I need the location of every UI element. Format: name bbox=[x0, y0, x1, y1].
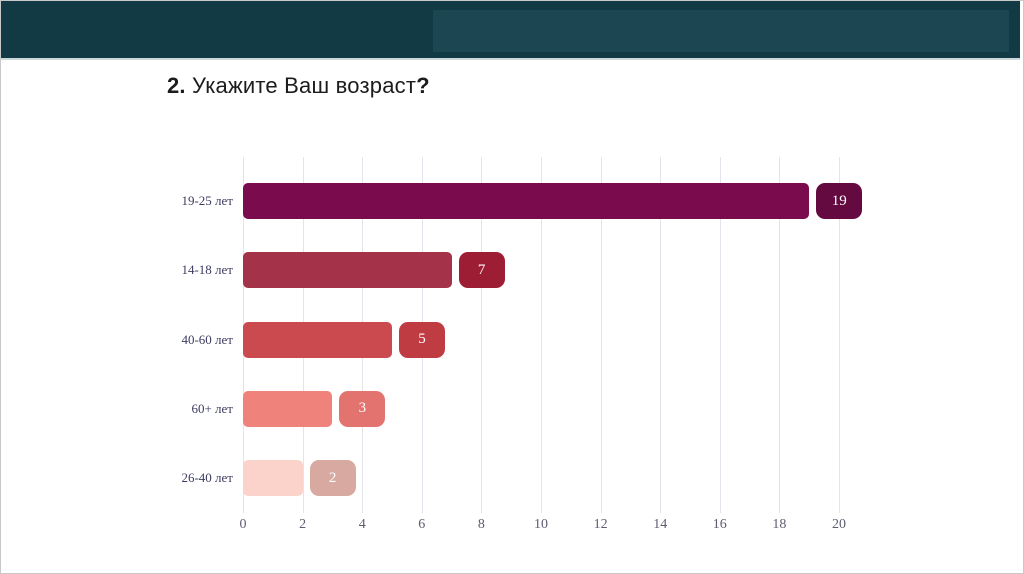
page-title: 2. Укажите Ваш возраст? bbox=[167, 73, 430, 99]
gridline bbox=[839, 157, 840, 513]
x-tick-label: 10 bbox=[534, 517, 548, 532]
bar bbox=[243, 321, 392, 358]
value-badge: 3 bbox=[339, 390, 386, 427]
x-tick-label: 18 bbox=[772, 517, 787, 532]
category-label: 19-25 лет bbox=[181, 193, 233, 208]
value-badge: 7 bbox=[458, 252, 505, 289]
gridline bbox=[779, 157, 781, 513]
bar bbox=[243, 390, 333, 427]
category-label: 40-60 лет bbox=[181, 331, 233, 347]
bar bbox=[243, 460, 303, 497]
x-tick-label: 20 bbox=[832, 517, 846, 532]
bar bbox=[243, 252, 452, 289]
gridline bbox=[481, 157, 483, 513]
x-tick-label: 14 bbox=[653, 517, 668, 532]
gridline bbox=[541, 157, 542, 513]
question-mark: ? bbox=[416, 73, 430, 98]
category-label: 14-18 лет bbox=[181, 262, 233, 278]
category-label: 26-40 лет bbox=[181, 470, 233, 486]
presentation-top-bar bbox=[1, 1, 1020, 60]
presentation-top-bar-panel bbox=[433, 10, 1009, 52]
bar bbox=[243, 183, 810, 219]
x-tick-label: 4 bbox=[358, 517, 366, 532]
question-text: Укажите Ваш возраст bbox=[185, 73, 417, 98]
x-tick-label: 6 bbox=[418, 517, 426, 532]
gridline bbox=[600, 157, 602, 513]
x-tick-label: 16 bbox=[712, 517, 727, 532]
x-tick-label: 12 bbox=[593, 517, 608, 532]
value-badge: 2 bbox=[309, 460, 356, 497]
x-tick-label: 8 bbox=[477, 517, 485, 532]
x-tick-label: 2 bbox=[299, 517, 307, 532]
gridline bbox=[660, 157, 662, 513]
x-tick-label: 0 bbox=[239, 517, 247, 532]
value-badge: 5 bbox=[399, 321, 445, 358]
value-badge: 19 bbox=[816, 183, 863, 219]
gridline bbox=[719, 157, 721, 513]
question-number: 2. bbox=[167, 73, 186, 98]
category-label: 60+ лет bbox=[191, 400, 233, 416]
